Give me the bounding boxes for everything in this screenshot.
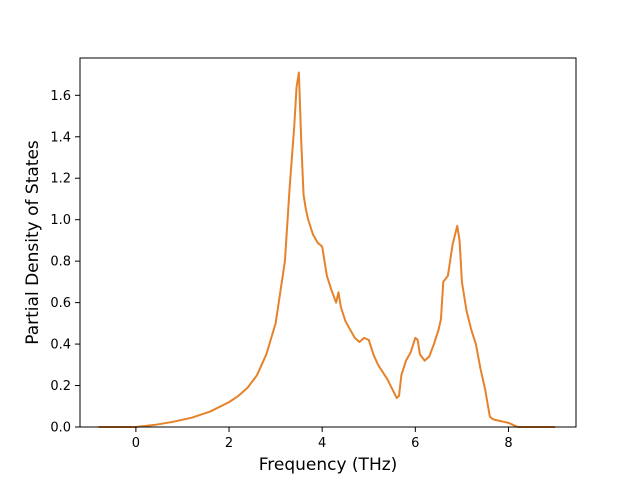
- plot-area: [98, 71, 556, 428]
- x-tick-label: 0: [132, 436, 140, 451]
- x-tick-label: 4: [318, 436, 326, 451]
- y-tick-label: 0.2: [50, 379, 71, 394]
- y-tick-label: 1.2: [50, 172, 71, 187]
- series-line-0: [98, 71, 556, 428]
- x-tick-label: 2: [225, 436, 233, 451]
- y-tick-label: 1.0: [50, 213, 71, 228]
- x-tick-label: 8: [504, 436, 512, 451]
- axes-frame: [79, 57, 577, 428]
- y-tick-label: 0.0: [50, 421, 71, 436]
- y-tick-label: 0.4: [50, 338, 71, 353]
- y-axis: 0.0 0.2 0.4 0.6 0.8 1.0 1.2 1.4 1.6: [50, 89, 80, 436]
- y-tick-label: 1.4: [50, 130, 71, 145]
- y-tick-label: 1.6: [50, 89, 71, 104]
- y-tick-label: 0.6: [50, 296, 71, 311]
- x-axis-label: Frequency (THz): [259, 455, 398, 475]
- y-axis-label: Partial Density of States: [23, 140, 43, 345]
- y-tick-label: 0.8: [50, 255, 71, 270]
- x-axis: 0 2 4 6 8: [132, 427, 513, 451]
- x-tick-label: 6: [411, 436, 419, 451]
